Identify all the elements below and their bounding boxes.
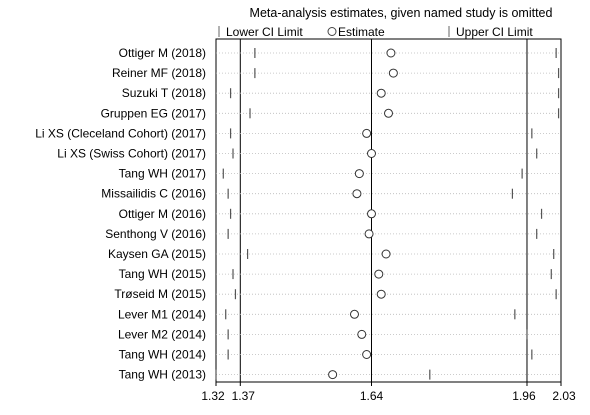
estimate-point (362, 350, 372, 359)
x-tick-label: 1.64 (360, 389, 384, 403)
study-label: Tang WH (2015) (119, 267, 206, 281)
chart-title: Meta-analysis estimates, given named stu… (250, 6, 553, 20)
study-row: Trøseid M (2015) (114, 287, 561, 301)
study-row: Gruppen EG (2017) (101, 106, 561, 120)
x-tick-label: 1.96 (512, 389, 536, 403)
estimate-point (388, 68, 398, 78)
x-tick-label: 1.37 (232, 389, 256, 403)
estimate-point (362, 128, 372, 138)
x-tick-label: 2.03 (552, 389, 576, 403)
legend-lower-label: Lower CI Limit (226, 25, 303, 39)
estimate-point (381, 249, 391, 259)
estimate-point (386, 48, 396, 58)
study-label: Tang WH (2014) (119, 348, 206, 362)
study-row: Suzuki T (2018) (122, 86, 561, 100)
study-label: Gruppen EG (2017) (101, 106, 206, 120)
study-rows: Ottiger M (2018) Reiner MF (2018) Suzuki T… (35, 46, 561, 382)
study-label: Senthong V (2016) (105, 227, 206, 241)
study-label: Lever M1 (2014) (118, 307, 206, 321)
estimate-point (328, 370, 338, 380)
estimate-point (364, 229, 374, 239)
study-label: Ottiger M (2018) (119, 46, 206, 60)
study-row: Ottiger M (2016) (119, 207, 561, 221)
x-tick-label: 1.32 (201, 389, 225, 403)
study-label: Reiner MF (2018) (112, 66, 206, 80)
legend-estimate-marker (327, 27, 337, 36)
study-label: Li XS (Cleceland Cohort) (2017) (35, 126, 206, 140)
study-row: Missailidis C (2016) (101, 187, 561, 201)
estimate-point (376, 88, 386, 98)
study-row: Tang WH (2014) (119, 348, 561, 362)
estimate-point (366, 149, 376, 158)
study-label: Suzuki T (2018) (122, 86, 206, 100)
study-row: Tang WH (2013) (119, 368, 561, 382)
study-row: Tang WH (2015) (119, 267, 561, 281)
study-label: Tang WH (2017) (119, 167, 206, 181)
study-row: Lever M2 (2014) (118, 327, 561, 341)
study-row: Senthong V (2016) (105, 227, 561, 241)
study-row: Kaysen GA (2015) (108, 247, 561, 261)
legend-estimate-label: Estimate (338, 25, 385, 39)
study-row: Reiner MF (2018) (112, 66, 561, 80)
study-label: Missailidis C (2016) (101, 187, 206, 201)
estimate-point (366, 209, 376, 219)
study-row: Ottiger M (2018) (119, 46, 561, 60)
estimate-point (349, 309, 359, 319)
estimate-point (357, 329, 367, 339)
study-label: Li XS (Swiss Cohort) (2017) (57, 147, 206, 161)
study-label: Kaysen GA (2015) (108, 247, 206, 261)
study-row: Li XS (Cleceland Cohort) (2017) (35, 126, 561, 140)
estimate-point (352, 189, 362, 199)
estimate-point (374, 269, 384, 279)
study-label: Trøseid M (2015) (114, 287, 206, 301)
study-label: Lever M2 (2014) (118, 327, 206, 341)
study-label: Ottiger M (2016) (119, 207, 206, 221)
study-row: Tang WH (2017) (119, 167, 561, 181)
estimate-point (354, 169, 364, 179)
estimate-point (384, 108, 393, 118)
study-row: Lever M1 (2014) (118, 307, 561, 321)
study-row: Li XS (Swiss Cohort) (2017) (57, 147, 561, 161)
study-label: Tang WH (2013) (119, 368, 206, 382)
estimate-point (376, 289, 386, 299)
plot-frame (215, 38, 562, 383)
x-axis: 1.32 1.37 1.64 1.96 2.03 (201, 382, 576, 403)
legend-upper-label: Upper CI Limit (456, 25, 533, 39)
